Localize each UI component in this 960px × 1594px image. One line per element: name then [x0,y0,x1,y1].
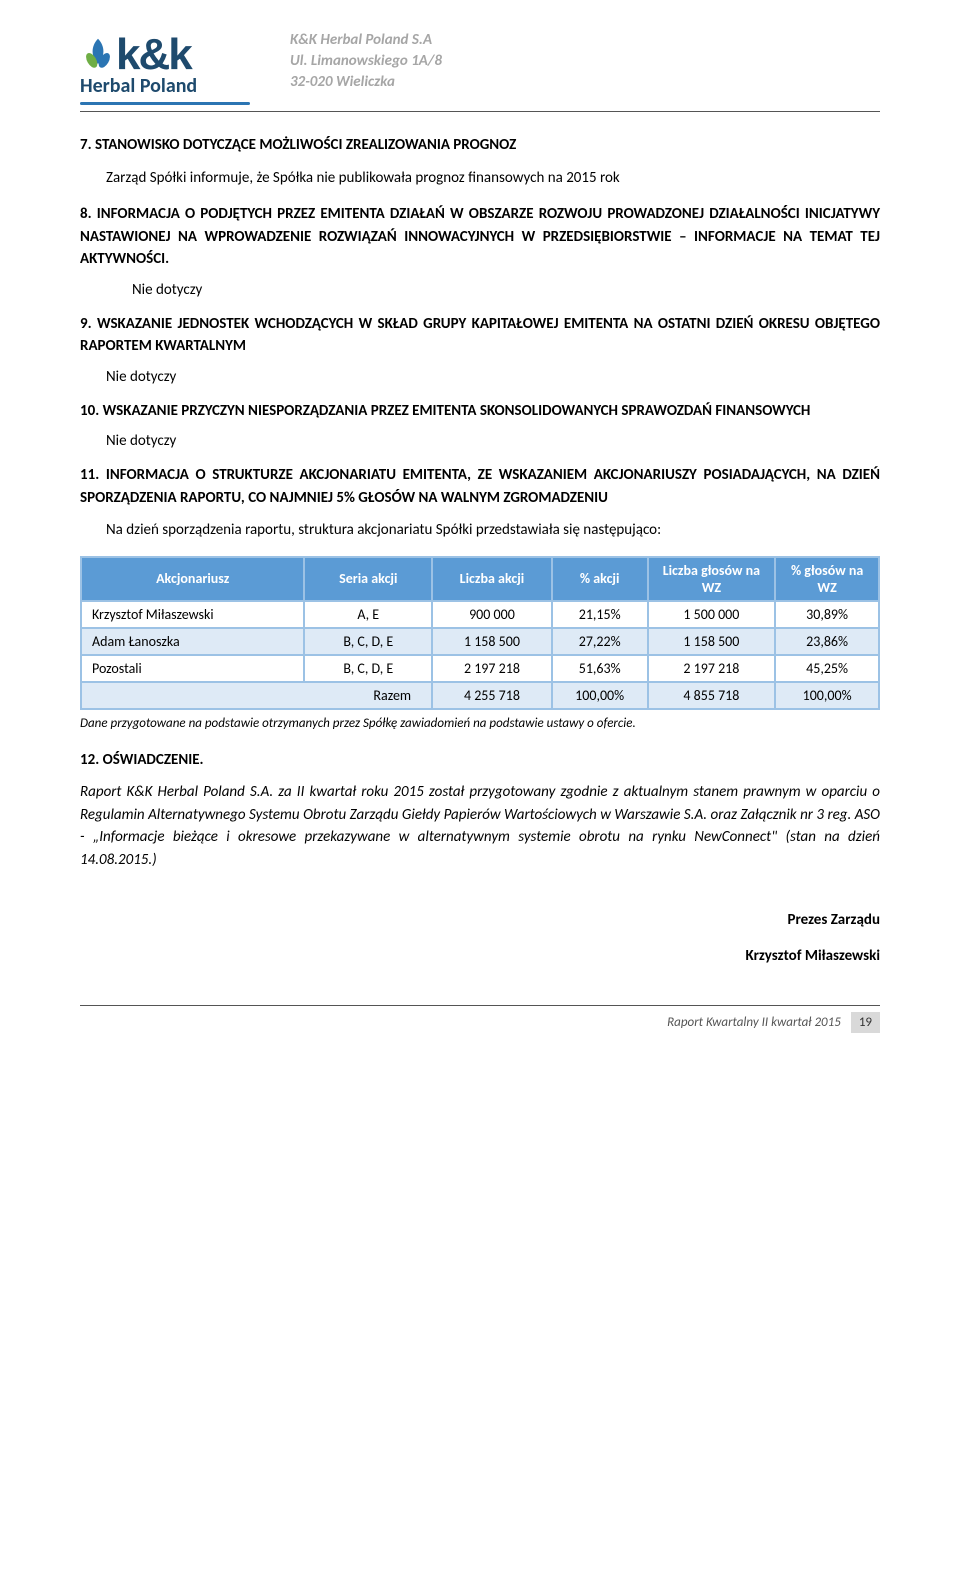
th-votes: Liczba głosów na WZ [648,557,776,601]
section-number: 10. [80,402,99,420]
not-applicable: Nie dotyczy [132,281,880,299]
document-page: k&k Herbal Poland K&K Herbal Poland S.A … [0,0,960,1063]
logo-subtitle: Herbal Poland [80,74,250,98]
table-row: Krzysztof MiłaszewskiA, E900 00021,15%1 … [81,601,879,628]
section-11: 11. INFORMACJA O STRUKTURZE AKCJONARIATU… [80,464,880,509]
section-title: INFORMACJA O STRUKTURZE AKCJONARIATU EMI… [80,466,880,507]
th-pct-votes: % głosów na WZ [775,557,879,601]
not-applicable: Nie dotyczy [106,368,880,386]
section-title: STANOWISKO DOTYCZĄCE MOŻLIWOŚCI ZREALIZO… [95,136,516,154]
table-cell: Krzysztof Miłaszewski [81,601,304,628]
table-cell: 2 197 218 [648,655,776,682]
table-cell: 30,89% [775,601,879,628]
table-cell: 51,63% [552,655,648,682]
company-postcode: 32-020 Wieliczka [290,72,442,93]
section-title: INFORMACJA O PODJĘTYCH PRZEZ EMITENTA DZ… [80,205,880,268]
table-row: Adam ŁanoszkaB, C, D, E1 158 50027,22%1 … [81,628,879,655]
section-7: 7. STANOWISKO DOTYCZĄCE MOŻLIWOŚCI ZREAL… [80,134,880,157]
company-address: K&K Herbal Poland S.A Ul. Limanowskiego … [290,30,442,93]
signature-block: Prezes Zarządu Krzysztof Miłaszewski [80,911,880,965]
table-footnote: Dane przygotowane na podstawie otrzymany… [80,716,880,731]
section-7-body: Zarząd Spółki informuje, że Spółka nie p… [106,167,880,190]
table-cell: 100,00% [775,682,879,709]
table-cell: 45,25% [775,655,879,682]
section-title: WSKAZANIE PRZYCZYN NIESPORZĄDZANIA PRZEZ… [103,402,811,420]
section-title: WSKAZANIE JEDNOSTEK WCHODZĄCYCH W SKŁAD … [80,315,880,356]
declaration-text: Raport K&K Herbal Poland S.A. za II kwar… [80,781,880,871]
section-9: 9. WSKAZANIE JEDNOSTEK WCHODZĄCYCH W SKŁ… [80,313,880,358]
table-cell: 900 000 [432,601,552,628]
logo-underline [80,102,250,105]
page-header: k&k Herbal Poland K&K Herbal Poland S.A … [80,30,880,105]
leaf-icon [80,37,116,73]
section-11-body: Na dzień sporządzenia raportu, struktura… [106,519,880,542]
table-cell: B, C, D, E [304,628,432,655]
section-12: 12. OŚWIADCZENIE. [80,749,880,772]
table-cell: 1 158 500 [648,628,776,655]
company-name: K&K Herbal Poland S.A [290,30,442,51]
table-cell: 4 855 718 [648,682,776,709]
section-number: 8. [80,205,92,223]
section-10: 10. WSKAZANIE PRZYCZYN NIESPORZĄDZANIA P… [80,400,880,423]
table-cell: A, E [304,601,432,628]
table-cell: B, C, D, E [304,655,432,682]
table-cell: 1 158 500 [432,628,552,655]
table-cell: Razem [81,682,432,709]
table-header-row: Akcjonariusz Seria akcji Liczba akcji % … [81,557,879,601]
th-shareholder: Akcjonariusz [81,557,304,601]
table-cell: 1 500 000 [648,601,776,628]
table-cell: Pozostali [81,655,304,682]
section-8: 8. INFORMACJA O PODJĘTYCH PRZEZ EMITENTA… [80,203,880,271]
th-series: Seria akcji [304,557,432,601]
signatory-role: Prezes Zarządu [80,911,880,929]
th-shares: Liczba akcji [432,557,552,601]
table-cell: 4 255 718 [432,682,552,709]
table-cell: 27,22% [552,628,648,655]
table-cell: Adam Łanoszka [81,628,304,655]
logo-text: k&k [116,30,191,80]
shareholders-table: Akcjonariusz Seria akcji Liczba akcji % … [80,556,880,710]
not-applicable: Nie dotyczy [106,432,880,450]
th-pct-shares: % akcji [552,557,648,601]
page-number: 19 [851,1012,880,1033]
table-cell: 100,00% [552,682,648,709]
table-cell: 2 197 218 [432,655,552,682]
company-street: Ul. Limanowskiego 1A/8 [290,51,442,72]
section-title: OŚWIADCZENIE. [103,751,204,769]
page-footer: Raport Kwartalny II kwartał 2015 19 [80,1005,880,1033]
signatory-name: Krzysztof Miłaszewski [80,947,880,965]
section-number: 11. [80,466,99,484]
table-sum-row: Razem4 255 718100,00%4 855 718100,00% [81,682,879,709]
company-logo: k&k Herbal Poland [80,30,250,105]
footer-text: Raport Kwartalny II kwartał 2015 [667,1015,841,1030]
section-number: 7. [80,136,92,154]
table-cell: 21,15% [552,601,648,628]
table-cell: 23,86% [775,628,879,655]
table-row: PozostaliB, C, D, E2 197 21851,63%2 197 … [81,655,879,682]
section-number: 9. [80,315,92,333]
section-number: 12. [80,751,99,769]
header-divider [80,111,880,112]
